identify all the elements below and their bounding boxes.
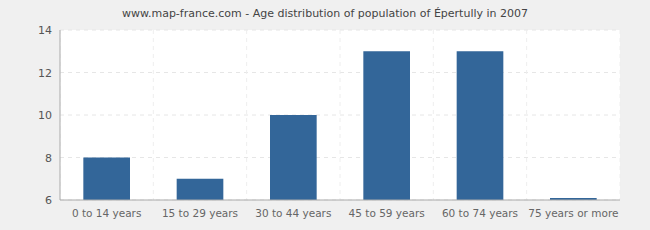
plot-area <box>60 30 620 200</box>
bar <box>83 158 130 201</box>
grid-line <box>60 200 620 201</box>
x-tick-label: 45 to 59 years <box>349 207 425 219</box>
bar <box>363 51 410 200</box>
y-axis <box>60 30 61 200</box>
y-tick-label: 14 <box>38 24 52 37</box>
grid-line-vertical <box>60 30 61 200</box>
grid-line-vertical <box>340 30 341 200</box>
grid-line-vertical <box>620 30 621 200</box>
bar <box>177 179 224 200</box>
x-axis <box>60 200 620 201</box>
grid-line-vertical <box>433 30 434 200</box>
bars <box>83 51 596 200</box>
y-tick-label: 8 <box>45 152 52 165</box>
bar <box>270 115 317 200</box>
title: www.map-france.com - Age distribution of… <box>122 7 528 20</box>
grid-line <box>60 115 620 116</box>
y-tick-label: 6 <box>45 194 52 207</box>
grid-line-vertical <box>246 30 247 200</box>
y-tick-label: 10 <box>38 109 52 122</box>
y-tick-label: 12 <box>38 67 52 80</box>
chart-container: www.map-france.com - Age distribution of… <box>0 0 650 230</box>
background <box>0 0 650 230</box>
x-tick-label: 60 to 74 years <box>442 207 518 219</box>
chart-svg: www.map-france.com - Age distribution of… <box>0 0 650 230</box>
grid-line-vertical <box>153 30 154 200</box>
x-tick-label: 15 to 29 years <box>162 207 238 219</box>
x-tick-label: 75 years or more <box>528 207 618 219</box>
x-tick-label: 0 to 14 years <box>72 207 142 219</box>
grid-line-vertical <box>526 30 527 200</box>
x-tick-label: 30 to 44 years <box>255 207 331 219</box>
grid-line <box>60 157 620 158</box>
bar <box>457 51 504 200</box>
